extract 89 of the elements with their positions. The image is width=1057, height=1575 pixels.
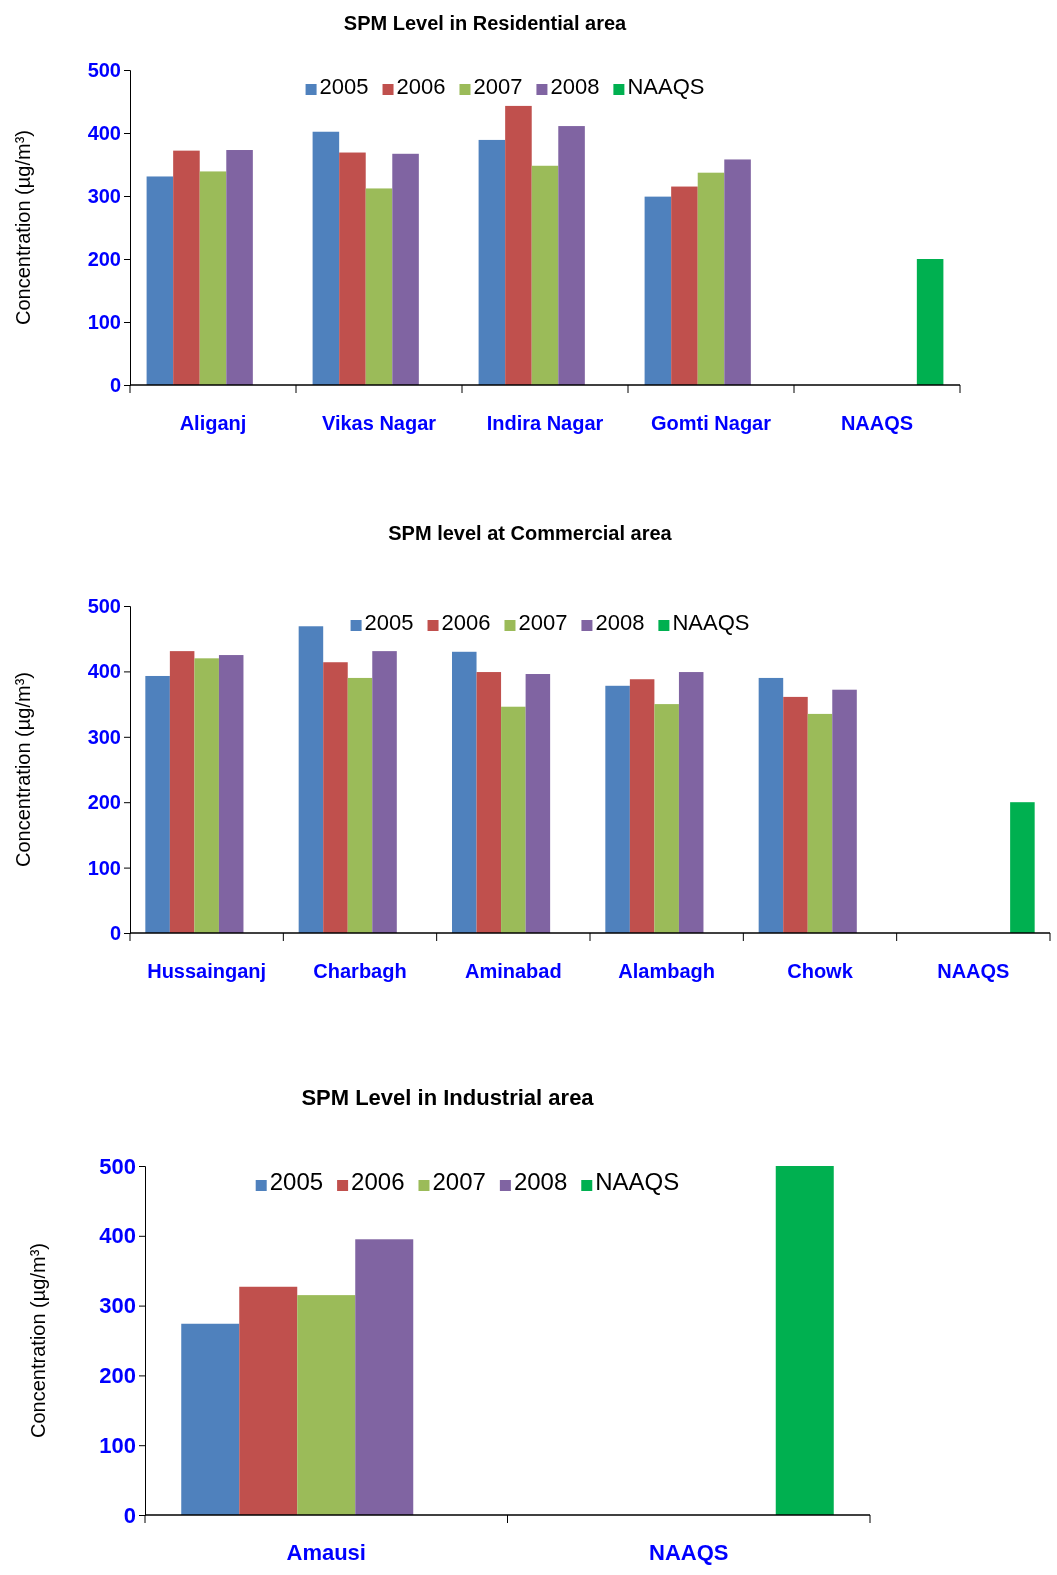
bar bbox=[478, 139, 506, 385]
bar bbox=[758, 677, 784, 933]
bar bbox=[916, 259, 944, 385]
y-tick-label: 500 bbox=[99, 1153, 136, 1179]
y-tick-label: 400 bbox=[99, 1223, 136, 1249]
y-axis-title: Concentration (µg/m³) bbox=[27, 1243, 49, 1438]
bar bbox=[146, 176, 174, 385]
x-tick-label: NAAQS bbox=[937, 960, 1010, 982]
bar bbox=[531, 165, 559, 385]
legend-label: NAAQS bbox=[627, 74, 705, 99]
bar bbox=[1010, 802, 1035, 933]
bar bbox=[365, 188, 393, 385]
bar bbox=[218, 655, 244, 933]
y-tick-label: 400 bbox=[87, 660, 121, 683]
x-tick-label: Aminabad bbox=[464, 960, 562, 982]
bar bbox=[525, 674, 551, 933]
legend-label: 2008 bbox=[595, 610, 645, 635]
chart-title: SPM Level in Industrial area bbox=[301, 1085, 595, 1110]
legend-label: 2008 bbox=[513, 1168, 568, 1195]
x-tick-label: Aliganj bbox=[179, 412, 247, 434]
legend-label: 2005 bbox=[319, 74, 369, 99]
bar bbox=[697, 172, 725, 385]
bar bbox=[783, 696, 808, 933]
x-tick-label: NAAQS bbox=[840, 412, 914, 434]
x-tick-label: Amausi bbox=[286, 1540, 366, 1565]
bar bbox=[654, 704, 679, 933]
bar bbox=[671, 186, 698, 385]
legend-label: 2007 bbox=[518, 610, 568, 635]
legend-label: 2007 bbox=[432, 1168, 486, 1195]
bar bbox=[724, 159, 751, 385]
bar bbox=[605, 685, 630, 933]
bar bbox=[807, 713, 833, 933]
bar bbox=[832, 689, 857, 933]
legend-label: 2005 bbox=[269, 1168, 324, 1195]
y-tick-label: 300 bbox=[99, 1293, 136, 1319]
y-tick-label: 300 bbox=[87, 184, 121, 207]
y-tick-label: 0 bbox=[109, 373, 121, 396]
bar bbox=[312, 131, 340, 385]
bar bbox=[194, 658, 219, 933]
y-tick-label: 500 bbox=[87, 594, 121, 617]
legend-label: 2006 bbox=[396, 74, 446, 99]
x-tick-label: Hussainganj bbox=[147, 960, 267, 982]
chart-title: SPM Level in Residential area bbox=[343, 12, 628, 34]
legend-label: 2007 bbox=[473, 74, 523, 99]
bar bbox=[501, 706, 526, 933]
bar bbox=[629, 679, 655, 933]
legend-label: NAAQS bbox=[672, 610, 750, 635]
y-tick-label: 200 bbox=[99, 1362, 136, 1388]
bar bbox=[169, 651, 195, 933]
x-tick-label: Gomti Nagar bbox=[650, 412, 772, 434]
x-tick-label: Indira Nagar bbox=[486, 412, 604, 434]
y-axis-title: Concentration (µg/m³) bbox=[12, 130, 34, 325]
bar bbox=[173, 150, 200, 385]
bar bbox=[558, 126, 585, 385]
bar bbox=[323, 662, 348, 933]
y-tick-label: 0 bbox=[109, 921, 121, 944]
bar bbox=[199, 171, 227, 385]
y-tick-label: 400 bbox=[87, 121, 121, 144]
bar bbox=[678, 672, 704, 933]
bar bbox=[226, 150, 253, 385]
bar bbox=[298, 626, 324, 933]
y-axis-title: Concentration (µg/m³) bbox=[12, 672, 34, 867]
y-tick-label: 100 bbox=[87, 310, 121, 333]
y-tick-label: 100 bbox=[99, 1432, 136, 1458]
bar bbox=[347, 677, 373, 933]
legend-label: 2006 bbox=[441, 610, 491, 635]
legend-label: NAAQS bbox=[595, 1168, 680, 1195]
legend-label: 2008 bbox=[550, 74, 600, 99]
bar bbox=[372, 651, 397, 933]
y-tick-label: 200 bbox=[87, 247, 121, 270]
bar bbox=[339, 152, 366, 385]
x-tick-label: Chowk bbox=[787, 960, 854, 982]
y-tick-label: 500 bbox=[87, 58, 121, 81]
x-tick-label: Vikas Nagar bbox=[321, 412, 437, 434]
bar bbox=[392, 153, 419, 385]
bar bbox=[145, 675, 170, 933]
x-tick-label: Charbagh bbox=[313, 960, 407, 982]
chart-title: SPM level at Commercial area bbox=[388, 522, 673, 544]
legend-label: 2006 bbox=[351, 1168, 405, 1195]
x-tick-label: Alambagh bbox=[618, 960, 716, 982]
legend-label: 2005 bbox=[364, 610, 414, 635]
y-tick-label: 100 bbox=[87, 856, 121, 879]
bar bbox=[476, 672, 502, 933]
y-tick-label: 200 bbox=[87, 791, 121, 814]
y-tick-label: 0 bbox=[123, 1502, 136, 1528]
y-tick-label: 300 bbox=[87, 725, 121, 748]
bar bbox=[644, 196, 672, 385]
bar bbox=[452, 651, 477, 933]
bar bbox=[505, 105, 532, 385]
